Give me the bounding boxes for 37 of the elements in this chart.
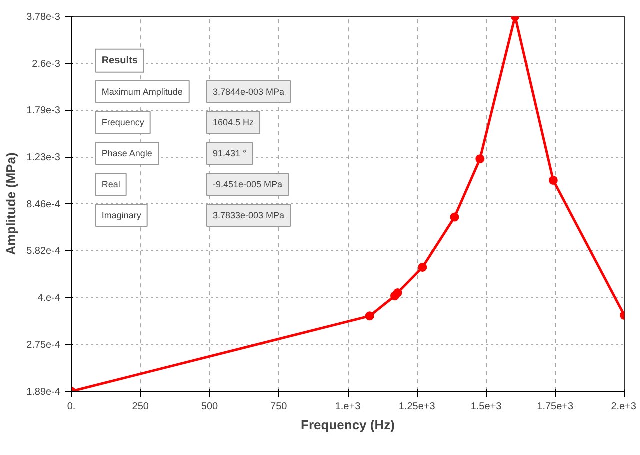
- y-tick-label: 8.46e-4: [26, 199, 61, 210]
- point: [450, 212, 460, 222]
- point: [418, 262, 428, 272]
- annotation: Frequency: [102, 118, 145, 128]
- annotation: 91.431 °: [212, 148, 248, 159]
- x-axis-title: Frequency (Hz): [301, 418, 395, 432]
- y-tick-label: 3.78e-3: [26, 12, 61, 23]
- y-tick-label: 5.82e-4: [26, 246, 61, 258]
- x-tick-label: 750: [270, 402, 288, 412]
- annotation: Maximum Amplitude: [102, 86, 183, 97]
- y-tick-label: 2.75e-4: [26, 340, 61, 352]
- annotation: 3.7833e-003 MPa: [212, 210, 285, 221]
- y-tick-label: 1.89e-4: [26, 387, 61, 398]
- annotation: 1604.5 Hz: [212, 118, 255, 128]
- x-tick-label: 250: [132, 402, 150, 412]
- point: [393, 288, 402, 298]
- annotation: -9.451e-005 MPa: [212, 180, 283, 190]
- y-tick-label: 1.79e-3: [26, 106, 61, 117]
- annotation: Real: [102, 180, 120, 190]
- annotation: Results: [102, 55, 138, 66]
- y-tick-label: 1.23e-3: [26, 152, 61, 164]
- annotation: Phase Angle: [102, 148, 152, 159]
- y-tick-label: 4.e-4: [38, 293, 61, 304]
- x-tick-label: 1.25e+3: [398, 402, 436, 412]
- x-tick-label: 1.5e+3: [470, 402, 502, 412]
- point: [476, 154, 485, 164]
- y-tick-label: 2.6e-3: [32, 58, 61, 70]
- x-tick-label: 500: [201, 402, 219, 412]
- annotation: Imaginary: [102, 210, 142, 221]
- annotation: 3.7844e-003 MPa: [212, 86, 285, 97]
- x-tick-label: 1.75e+3: [537, 402, 574, 412]
- x-tick-label: 0.: [67, 402, 76, 412]
- y-axis-title: Amplitude (MPa): [4, 152, 19, 256]
- point: [548, 176, 558, 185]
- x-tick-label: 2.e+3: [611, 402, 637, 412]
- x-tick-label: 1.e+3: [335, 402, 362, 412]
- point: [365, 312, 374, 321]
